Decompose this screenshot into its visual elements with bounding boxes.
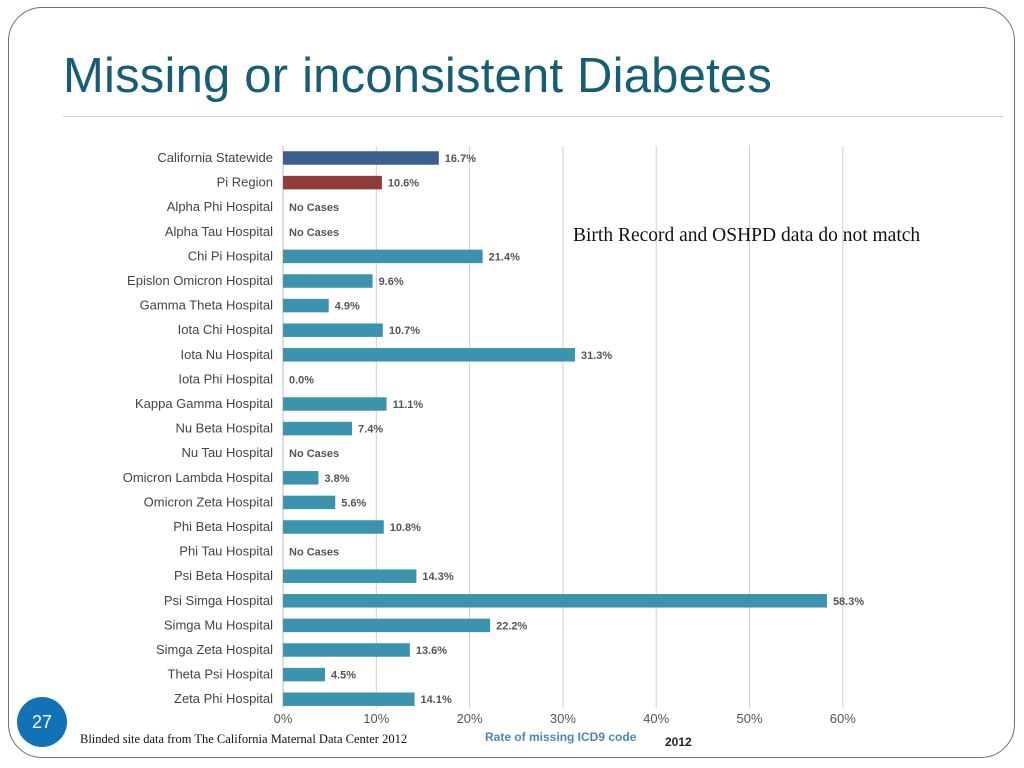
bar bbox=[283, 594, 827, 608]
data-label: 9.6% bbox=[379, 276, 404, 288]
category-label: Psi Beta Hospital bbox=[174, 568, 273, 583]
slide-frame bbox=[8, 7, 1015, 758]
bar bbox=[283, 667, 325, 682]
bar bbox=[283, 249, 483, 264]
category-label: Pi Region bbox=[217, 175, 273, 190]
category-label: Simga Mu Hospital bbox=[164, 617, 273, 632]
source-note: Blinded site data from The California Ma… bbox=[80, 732, 408, 746]
slide-number-badge: 27 bbox=[17, 697, 67, 747]
x-tick-label: 10% bbox=[363, 711, 389, 726]
x-tick-label: 0% bbox=[274, 711, 293, 726]
data-label: 5.6% bbox=[341, 497, 366, 509]
category-label: Epislon Omicron Hospital bbox=[127, 273, 273, 288]
data-label: 4.9% bbox=[335, 301, 360, 313]
bar bbox=[283, 348, 576, 362]
bar bbox=[283, 298, 329, 313]
category-label: Chi Pi Hospital bbox=[188, 248, 273, 263]
x-tick-label: 30% bbox=[550, 711, 576, 726]
data-label: 3.8% bbox=[324, 473, 349, 485]
category-label: Alpha Tau Hospital bbox=[165, 224, 273, 239]
category-label: Phi Beta Hospital bbox=[173, 519, 273, 534]
bar bbox=[283, 175, 382, 190]
slide-title: Missing or inconsistent Diabetes bbox=[63, 49, 773, 103]
data-label: 10.6% bbox=[388, 178, 419, 190]
data-label: No Cases bbox=[289, 202, 339, 214]
bar bbox=[283, 495, 336, 510]
category-label: Phi Tau Hospital bbox=[179, 544, 273, 559]
bar bbox=[283, 421, 353, 436]
x-tick-label: 60% bbox=[830, 711, 856, 726]
category-label: Omicron Zeta Hospital bbox=[144, 494, 273, 509]
x-tick-label: 50% bbox=[736, 711, 762, 726]
bar bbox=[283, 569, 417, 583]
bar bbox=[283, 274, 373, 288]
bar bbox=[283, 618, 491, 633]
category-label: Psi Simga Hospital bbox=[164, 593, 273, 608]
category-label: Kappa Gamma Hospital bbox=[135, 396, 273, 411]
title-divider bbox=[63, 116, 1003, 117]
data-label: No Cases bbox=[289, 448, 339, 460]
data-label: 14.3% bbox=[422, 571, 453, 583]
category-label: Iota Chi Hospital bbox=[178, 322, 273, 337]
bar bbox=[283, 151, 439, 165]
data-label: 14.1% bbox=[421, 694, 452, 706]
callout-text: Birth Record and OSHPD data do not match bbox=[573, 225, 921, 246]
x-tick-label: 20% bbox=[457, 711, 483, 726]
data-label: 31.3% bbox=[581, 350, 612, 362]
data-label: 21.4% bbox=[489, 251, 520, 263]
bar bbox=[283, 520, 384, 534]
data-label: No Cases bbox=[289, 547, 339, 559]
data-label: 0.0% bbox=[289, 374, 314, 386]
category-label: Gamma Theta Hospital bbox=[140, 298, 274, 313]
data-label: 13.6% bbox=[416, 645, 447, 657]
category-label: Omicron Lambda Hospital bbox=[123, 470, 273, 485]
category-label: Simga Zeta Hospital bbox=[156, 642, 273, 657]
category-label: Iota Nu Hospital bbox=[181, 347, 274, 362]
data-label: 11.1% bbox=[393, 399, 424, 411]
data-label: 7.4% bbox=[358, 424, 383, 436]
category-label: Theta Psi Hospital bbox=[168, 667, 274, 682]
year-label: 2012 bbox=[665, 735, 692, 749]
data-label: 4.5% bbox=[331, 670, 356, 682]
category-label: Alpha Phi Hospital bbox=[167, 199, 273, 214]
category-label: Nu Beta Hospital bbox=[175, 421, 273, 436]
data-label: 10.8% bbox=[390, 522, 421, 534]
bar bbox=[283, 471, 319, 485]
data-label: No Cases bbox=[289, 227, 339, 239]
bar bbox=[283, 643, 410, 657]
x-tick-label: 40% bbox=[643, 711, 669, 726]
category-label: Nu Tau Hospital bbox=[181, 445, 273, 460]
data-label: 10.7% bbox=[389, 325, 420, 337]
bar bbox=[283, 692, 415, 706]
x-axis-title: Rate of missing ICD9 code bbox=[485, 730, 637, 744]
category-label: Iota Phi Hospital bbox=[178, 371, 273, 386]
bar bbox=[283, 323, 383, 337]
category-label: Zeta Phi Hospital bbox=[174, 691, 273, 706]
category-label: California Statewide bbox=[157, 150, 273, 165]
data-label: 22.2% bbox=[496, 620, 527, 632]
data-label: 58.3% bbox=[833, 596, 864, 608]
bar bbox=[283, 397, 387, 411]
data-label: 16.7% bbox=[445, 153, 476, 165]
